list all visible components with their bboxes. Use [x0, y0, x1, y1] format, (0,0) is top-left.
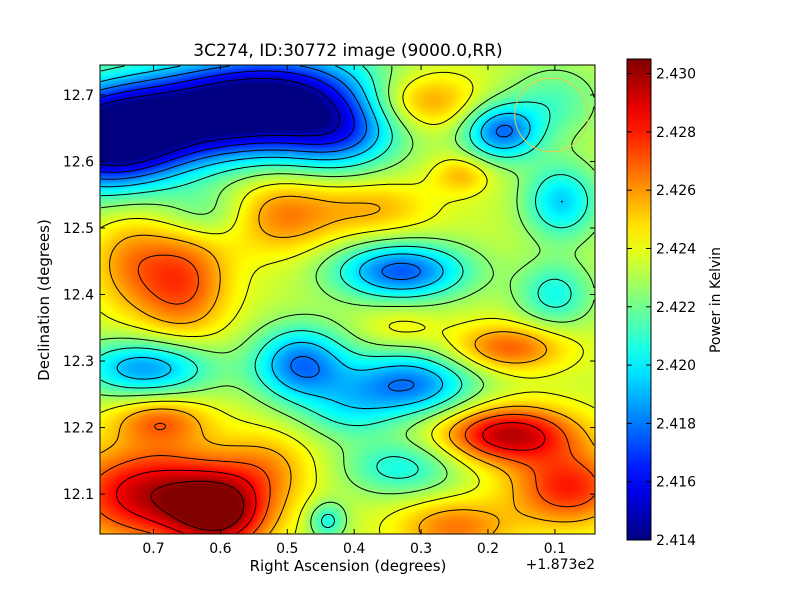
contour-level — [100, 70, 355, 173]
y-axis-label: Declination (degrees) — [35, 219, 53, 381]
contour-level — [100, 71, 595, 534]
y-tick-label: 12.3 — [63, 354, 94, 370]
y-tick-label: 12.5 — [63, 221, 94, 237]
contour-level — [100, 65, 563, 410]
x-tick-label: 0.4 — [343, 541, 365, 557]
x-tick-label: 0.6 — [209, 541, 231, 557]
x-axis-ticks: 0.7 0.6 0.5 0.4 0.3 0.2 0.1 — [142, 65, 566, 557]
y-tick-label: 12.1 — [63, 487, 94, 503]
contour-level — [100, 195, 595, 534]
y-axis-ticks: 12.1 12.2 12.3 12.4 12.5 12.6 12.7 — [63, 88, 595, 503]
colorbar: 2.414 2.416 2.418 2.420 2.422 2.424 2.426 2.428… — [626, 58, 724, 549]
colorbar-tick-label: 2.416 — [656, 475, 696, 491]
y-tick-label: 12.2 — [63, 421, 94, 437]
x-offset-label: +1.873e2 — [526, 557, 595, 573]
heatmap-plot-area — [99, 64, 596, 535]
heatmap-image — [100, 65, 595, 534]
y-tick-label: 12.4 — [63, 288, 94, 304]
colorbar-ticks: 2.414 2.416 2.418 2.420 2.422 2.424 2.426 2.428… — [627, 67, 696, 549]
colorbar-tick-label: 2.420 — [656, 358, 696, 374]
contour-level — [100, 78, 341, 167]
contour-level — [100, 65, 595, 534]
plot-frame — [99, 64, 596, 535]
contour-level — [116, 422, 546, 534]
colorbar-tick-label: 2.426 — [656, 183, 696, 199]
colorbar-tick-label: 2.430 — [656, 67, 696, 83]
colorbar-tick-label: 2.424 — [656, 241, 696, 257]
x-tick-label: 0.2 — [477, 541, 499, 557]
colorbar-tick-label: 2.414 — [656, 533, 696, 549]
y-tick-label: 12.6 — [63, 154, 94, 170]
contour-level — [150, 480, 245, 531]
chart-title: 3C274, ID:30772 image (9000.0,RR) — [193, 41, 502, 61]
x-tick-label: 0.5 — [276, 541, 298, 557]
contour-level — [100, 254, 595, 534]
contour-lines — [100, 65, 595, 534]
colorbar-tick-label: 2.422 — [656, 300, 696, 316]
colorbar-gradient — [626, 58, 652, 541]
colorbar-tick-label: 2.418 — [656, 416, 696, 432]
colorbar-label: Power in Kelvin — [708, 247, 724, 353]
x-tick-label: 0.7 — [142, 541, 164, 557]
contour-level — [100, 65, 588, 528]
annotation-circle — [514, 77, 589, 153]
x-tick-label: 0.1 — [544, 541, 566, 557]
y-tick-label: 12.7 — [63, 88, 94, 104]
x-axis-label: Right Ascension (degrees) — [250, 557, 447, 575]
colorbar-tick-label: 2.428 — [656, 125, 696, 141]
x-tick-label: 0.3 — [410, 541, 432, 557]
contour-level — [100, 65, 513, 392]
